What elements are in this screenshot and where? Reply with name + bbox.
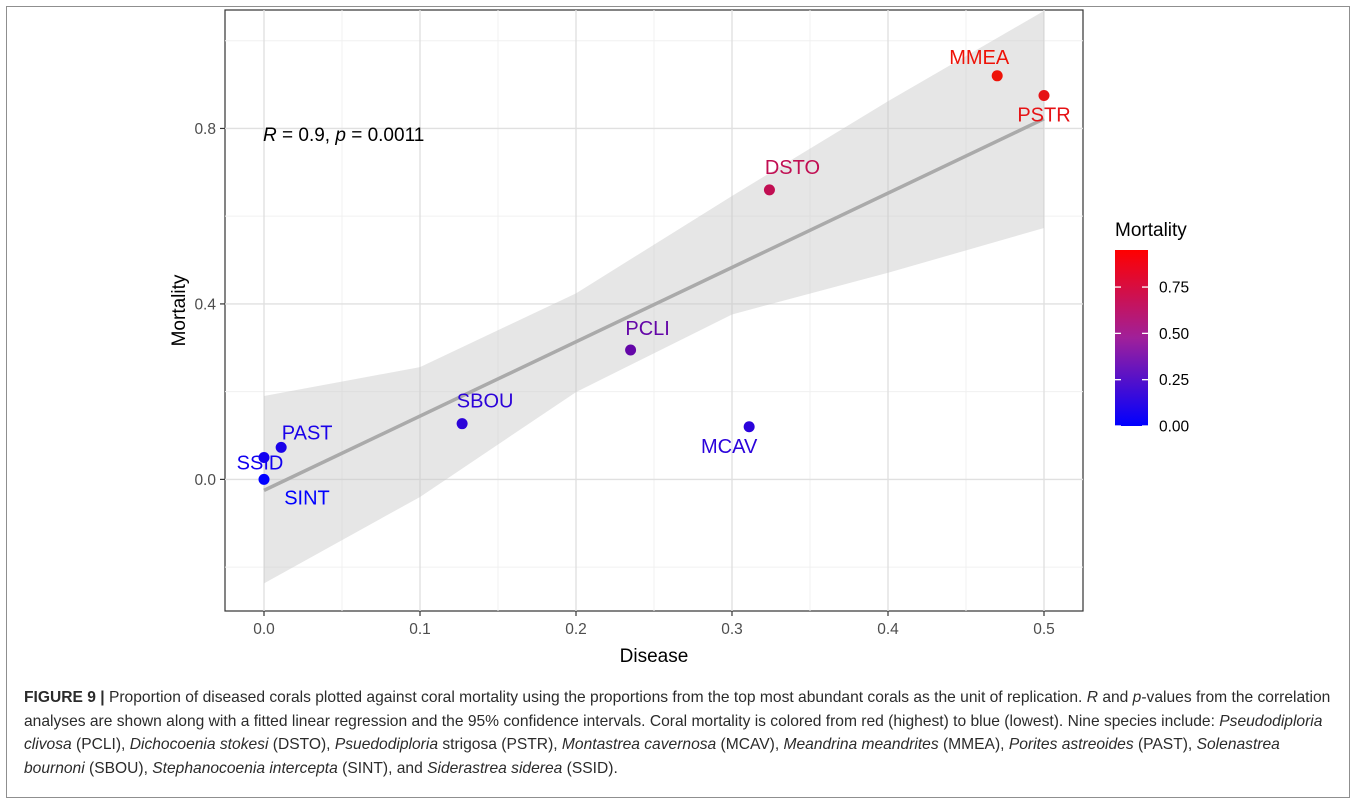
regression-line bbox=[263, 117, 1045, 492]
data-point bbox=[275, 441, 287, 453]
data-point bbox=[1038, 90, 1050, 102]
data-point bbox=[258, 451, 270, 463]
p-value: = 0.0011 bbox=[346, 125, 424, 146]
r-value: = 0.9, bbox=[277, 125, 336, 146]
axes: 0.0 0.1 0.2 0.3 0.4 0.5 0.0 0.4 0.8 bbox=[194, 121, 1054, 638]
caption-segment: Proportion of diseased corals plotted ag… bbox=[104, 689, 1087, 706]
data-point bbox=[456, 418, 468, 430]
caption-segment: and bbox=[1097, 689, 1133, 706]
point-label: PCLI bbox=[625, 318, 669, 340]
data-point bbox=[991, 70, 1003, 82]
x-tick-label: 0.5 bbox=[1033, 621, 1055, 638]
data-point bbox=[763, 184, 775, 196]
caption-segment: (SINT), and bbox=[337, 759, 428, 777]
point-label: SINT bbox=[284, 487, 330, 509]
legend-tick-label: 0.75 bbox=[1159, 280, 1189, 297]
point-label: DSTO bbox=[765, 157, 820, 179]
caption-segment: (MMEA), bbox=[938, 736, 1009, 753]
caption-italic-term: R bbox=[1086, 689, 1098, 706]
legend-title: Mortality bbox=[1115, 220, 1187, 241]
color-legend: Mortality 0.75 0.50 0.25 0.00 bbox=[1115, 220, 1190, 436]
point-label: MMEA bbox=[949, 47, 1010, 69]
x-tick-label: 0.2 bbox=[565, 621, 587, 638]
caption-italic-term: Meandrina meandrites bbox=[783, 736, 939, 753]
caption-italic-term: p bbox=[1132, 689, 1142, 706]
caption-label: FIGURE 9 | bbox=[24, 689, 105, 706]
caption-italic-term: Porites astreoides bbox=[1008, 736, 1134, 753]
point-label: PAST bbox=[282, 422, 333, 444]
legend-tick-label: 0.00 bbox=[1159, 419, 1190, 436]
caption-segment: -values from the correlation analyses ar… bbox=[24, 689, 1331, 730]
caption-italic-term: Solenastrea bournoni bbox=[24, 736, 1280, 777]
x-tick-label: 0.3 bbox=[721, 621, 743, 638]
data-point bbox=[258, 473, 270, 485]
point-label: MCAV bbox=[701, 436, 758, 458]
x-tick-label: 0.0 bbox=[253, 621, 275, 638]
legend-tick-label: 0.25 bbox=[1159, 372, 1189, 389]
caption-segment: (SBOU), bbox=[84, 759, 153, 777]
x-tick-label: 0.4 bbox=[877, 621, 899, 638]
y-tick-label: 0.8 bbox=[194, 121, 216, 138]
caption-italic-term: Stephanocoenia intercepta bbox=[152, 759, 338, 777]
confidence-band bbox=[264, 10, 1044, 584]
caption-segment: (MCAV), bbox=[716, 736, 784, 753]
caption-italic-term: Pseudodiploria clivosa bbox=[24, 712, 1323, 754]
x-tick-label: 0.1 bbox=[409, 621, 431, 638]
grid-lines bbox=[225, 10, 1083, 611]
x-axis-label: Disease bbox=[620, 646, 689, 667]
point-label: SBOU bbox=[457, 391, 514, 413]
caption-text: Proportion of diseased corals plotted ag… bbox=[24, 689, 1330, 777]
point-label: PSTR bbox=[1017, 105, 1070, 127]
data-point bbox=[743, 421, 755, 433]
legend-colorbar bbox=[1115, 250, 1148, 426]
confidence-band-layer bbox=[264, 10, 1044, 584]
y-tick-label: 0.0 bbox=[194, 472, 216, 489]
data-point bbox=[625, 344, 637, 356]
caption-italic-term: Dichocoenia stokesi bbox=[129, 736, 269, 753]
data-points bbox=[258, 70, 1050, 485]
point-label: SSID bbox=[237, 452, 284, 474]
p-symbol: p bbox=[334, 125, 346, 146]
caption-segment: (SSID). bbox=[562, 759, 618, 777]
correlation-annotation: R = 0.9, p = 0.0011 bbox=[263, 125, 424, 146]
y-axis-label: Mortality bbox=[169, 274, 190, 346]
legend-tick-label: 0.50 bbox=[1159, 326, 1190, 343]
caption-segment: (DSTO), bbox=[268, 736, 335, 753]
figure-frame: MMEA PSTR DSTO PCLI SBOU MCAV PAST SSID SINT 0.0… bbox=[6, 6, 1350, 798]
caption-segment: (PCLI), bbox=[71, 736, 130, 753]
caption-italic-term: Montastrea cavernosa bbox=[561, 736, 717, 753]
caption-italic-term: Siderastrea siderea bbox=[427, 759, 563, 777]
r-symbol: R bbox=[263, 125, 277, 146]
caption-italic-term: Psuedodiploria bbox=[334, 736, 439, 753]
caption-segment: strigosa (PSTR), bbox=[438, 736, 562, 753]
caption-segment: (PAST), bbox=[1133, 736, 1197, 753]
figure-caption: FIGURE 9 | Proportion of diseased corals… bbox=[24, 686, 1339, 780]
y-tick-label: 0.4 bbox=[194, 296, 216, 313]
regression-line-layer bbox=[263, 117, 1045, 492]
